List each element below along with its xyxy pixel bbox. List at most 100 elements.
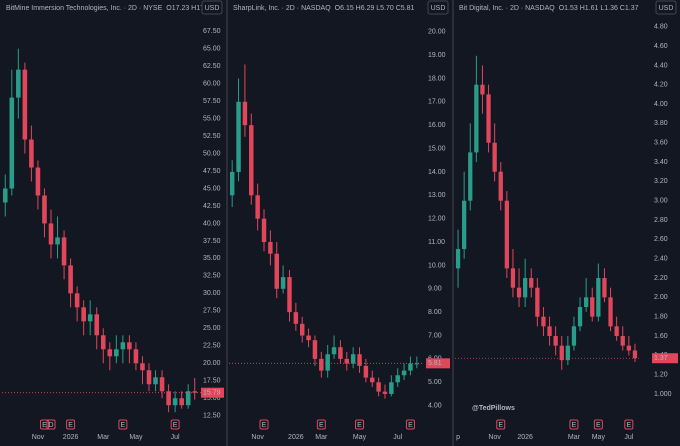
event-icon <box>39 419 49 430</box>
candle-body <box>547 326 552 336</box>
event-label: E <box>596 422 601 429</box>
candle-body <box>192 391 198 393</box>
candle-body <box>504 200 509 269</box>
candle-body <box>401 370 407 376</box>
candle-body <box>529 278 534 288</box>
y-tick-label: 3.00 <box>654 198 668 205</box>
event-label: E <box>68 422 73 429</box>
candle-body <box>338 347 343 359</box>
y-tick-label: 60.00 <box>203 80 221 87</box>
event-icon <box>316 419 326 430</box>
candle-body <box>565 345 570 361</box>
event-icon <box>624 419 634 430</box>
candle-body <box>74 293 80 308</box>
candle-body <box>480 84 485 95</box>
x-tick-label: Jul <box>171 434 180 441</box>
event-label: E <box>262 422 267 429</box>
y-tick-label: 1.80 <box>654 314 668 321</box>
last-price-box <box>426 358 450 369</box>
y-tick-label: 1.20 <box>654 371 668 378</box>
last-price-label: 1.37 <box>654 355 668 362</box>
x-tick-label: p <box>456 434 460 441</box>
event-icon <box>355 419 365 430</box>
ohlc-readout: O1.53 H1.61 L1.36 C1.37 <box>559 5 639 12</box>
y-tick-label: 50.00 <box>203 150 221 157</box>
candle-body <box>107 349 113 357</box>
chart-title: BitMine Immersion Technologies, Inc. · 2… <box>6 5 163 12</box>
y-tick-label: 40.00 <box>203 220 221 227</box>
currency-box <box>427 0 449 15</box>
candle-body <box>22 69 28 140</box>
candle-body <box>584 297 589 308</box>
candle-body <box>602 278 607 298</box>
y-tick-label: 57.50 <box>203 98 221 105</box>
y-tick-label: 17.00 <box>428 99 446 106</box>
y-tick-label: 3.40 <box>654 159 668 166</box>
y-tick-label: 20.00 <box>428 29 446 36</box>
candle-body <box>68 265 73 294</box>
y-tick-label: 4.00 <box>428 402 442 409</box>
candle-body <box>590 297 595 317</box>
candle-body <box>535 287 540 317</box>
y-tick-label: 11.00 <box>428 239 445 246</box>
event-icon <box>66 419 76 430</box>
candle-body <box>166 391 171 406</box>
y-tick-label: 8.00 <box>428 309 442 316</box>
y-tick-label: 16.00 <box>428 122 446 129</box>
candle-body <box>94 314 100 336</box>
y-tick-label: 2.40 <box>654 256 668 263</box>
candle-body <box>179 398 184 406</box>
x-tick-label: Jul <box>393 434 402 441</box>
y-tick-label: 10.00 <box>428 262 446 269</box>
y-tick-label: 1.60 <box>654 333 668 340</box>
y-tick-label: 4.60 <box>654 43 668 50</box>
watermark: @TedPillows <box>472 405 515 412</box>
y-tick-label: 32.50 <box>203 273 221 280</box>
candle-body <box>140 363 145 371</box>
y-tick-label: 19.00 <box>428 52 446 59</box>
currency-box <box>201 0 223 15</box>
candle-body <box>523 278 528 298</box>
candle-body <box>185 391 191 406</box>
candle-body <box>626 345 631 351</box>
y-tick-label: 12.50 <box>203 413 221 420</box>
candle-body <box>274 253 279 289</box>
currency-box <box>655 0 677 15</box>
candle-body <box>249 125 254 196</box>
y-tick-label: 3.60 <box>654 140 668 147</box>
last-price-label: 15.79 <box>203 390 221 397</box>
event-label: E <box>121 422 126 429</box>
y-tick-label: 2.20 <box>654 275 668 282</box>
y-tick-label: 47.50 <box>203 168 221 175</box>
y-tick-label: 42.50 <box>203 203 221 210</box>
y-tick-label: 67.50 <box>203 28 221 35</box>
candle-body <box>553 335 558 346</box>
y-tick-label: 14.00 <box>428 169 446 176</box>
candle-body <box>408 363 413 371</box>
candle-body <box>620 335 625 346</box>
candle-body <box>486 94 491 143</box>
y-tick-label: 2.00 <box>654 294 668 301</box>
x-tick-label: Nov <box>251 434 264 441</box>
event-label: E <box>572 422 577 429</box>
candle-body <box>61 237 67 266</box>
ohlc-readout: O6.15 H6.29 L5.70 C5.81 <box>335 5 415 12</box>
candle-body <box>325 354 330 371</box>
x-tick-label: Mar <box>568 434 581 441</box>
y-tick-label: 27.50 <box>203 308 221 315</box>
candle-body <box>306 335 311 341</box>
candle-body <box>2 188 8 203</box>
currency: USD <box>659 5 674 12</box>
candle-body <box>344 358 350 364</box>
candle-body <box>498 171 503 201</box>
candle-body <box>287 277 292 313</box>
x-tick-label: 2026 <box>288 434 304 441</box>
y-tick-label: 2.80 <box>654 217 668 224</box>
candle-body <box>293 312 299 324</box>
candle-body <box>331 347 337 355</box>
y-tick-label: 22.50 <box>203 343 221 350</box>
candle-body <box>100 335 106 350</box>
candle-body <box>596 278 601 317</box>
candle-body <box>9 97 15 189</box>
candle-body <box>236 101 241 172</box>
